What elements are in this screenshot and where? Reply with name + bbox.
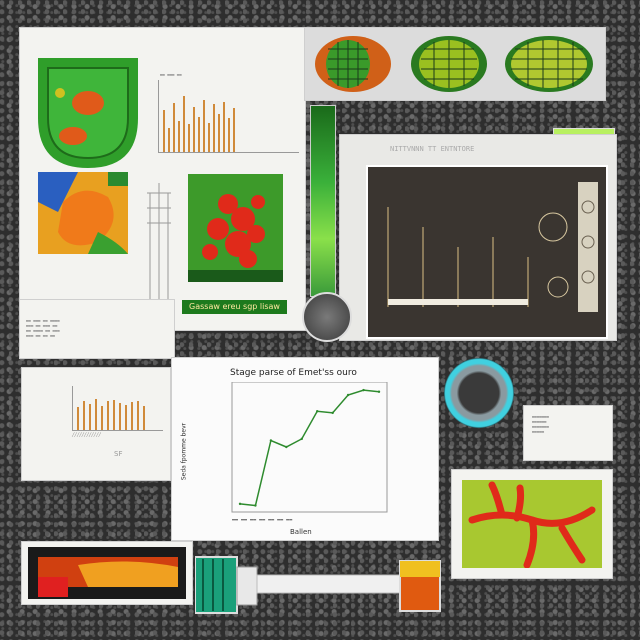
bottom-heatmap-image: [28, 547, 186, 599]
small-text-panel: ▬▬ ▬▬▬ ▬▬ ▬▬▬▬ ▬▬▬ ▬▬ ▬▬▬ ▬▬ ▬▬ ▬▬▬▬ ▬▬ ▬▬…: [20, 300, 174, 358]
bar-5: [188, 124, 190, 152]
bar-4: [183, 96, 185, 152]
bar-8: [203, 99, 205, 152]
bar-6: [193, 106, 195, 152]
tree-diagram: [147, 183, 171, 303]
bar-11: [218, 113, 220, 152]
series-line: [239, 389, 380, 507]
dark-chart-frame: [366, 165, 608, 339]
cell-grid-image-2: [411, 36, 487, 92]
series-point-2: [269, 439, 273, 442]
cell-grid-image-3: [505, 36, 593, 92]
red-branch-image: [462, 480, 602, 568]
series-point-4: [300, 437, 303, 441]
bar-9: [131, 402, 133, 430]
dark-panel-header: NITTVNNN TT ENTNTORE: [390, 145, 475, 153]
small-bar-chart-panel: ╱╱╱╱╱╱╱╱╱╱╱╱ SF: [22, 368, 170, 480]
bar-5: [107, 401, 109, 430]
green-caption-label: Gassaw ereu sgp lisaw: [182, 300, 287, 314]
grey-circle-marker: [302, 292, 352, 342]
bar-0: [163, 110, 165, 152]
main-chart-ylabel: Seda fpomme bevr: [180, 422, 188, 481]
bar-1: [83, 400, 85, 430]
top-left-collage-panel: ▬▬ ▬▬▬ ▬▬ Gassaw ereu sgp lisaw: [20, 28, 305, 330]
main-chart-tick-row: ▬▬ ▬▬ ▬▬ ▬▬ ▬▬ ▬▬ ▬▬: [232, 517, 293, 523]
dark-chart-graphic: [387, 182, 598, 312]
bar-8: [125, 404, 127, 430]
bottom-pipe-assembly: [195, 556, 441, 614]
green-shield-image: [38, 58, 138, 168]
series-point-8: [362, 388, 365, 392]
bar-9: [208, 122, 210, 152]
bar-11: [143, 405, 145, 430]
series-point-3: [285, 445, 288, 449]
small-bar-chart: [77, 388, 145, 430]
bar-1: [168, 127, 170, 152]
main-chart-xlabel: Ballen: [290, 528, 312, 536]
series-point-5: [316, 410, 319, 413]
green-vertical-strip: [310, 105, 336, 297]
red-branch-panel: [452, 470, 612, 578]
small-chart-xlabel: SF: [114, 450, 123, 458]
series-point-6: [331, 411, 334, 415]
bar-14: [233, 107, 235, 152]
small-text-block: ▬▬ ▬▬▬ ▬▬ ▬▬▬▬ ▬▬▬ ▬▬ ▬▬▬ ▬▬ ▬▬ ▬▬▬▬ ▬▬ ▬▬…: [26, 318, 60, 338]
main-line-chart-panel: Stage parse of Emet'ss ouro Seda fpomme …: [172, 358, 438, 540]
bar-3: [95, 398, 97, 430]
small-note-panel: ▬▬▬▬▬▬▬ ▬▬▬▬▬▬ ▬▬▬▬▬▬▬ ▬▬▬▬▬: [524, 406, 612, 460]
series-point-7: [346, 393, 350, 397]
series-point-0: [238, 502, 242, 506]
bar-4: [101, 405, 103, 430]
bar-0: [77, 406, 79, 430]
series-point-1: [254, 504, 257, 507]
bar-3: [178, 120, 180, 152]
top-bar-chart-area: [158, 80, 299, 153]
dark-chart-panel: NITTVNNN TT ENTNTORE: [340, 135, 616, 340]
bar-10: [213, 104, 215, 152]
bar-7: [198, 117, 200, 152]
orange-heatmap-image: [38, 172, 128, 254]
teal-ring-marker: [444, 358, 514, 428]
top-bar-chart: [163, 82, 235, 152]
bar-10: [137, 400, 139, 430]
main-line-chart: [231, 382, 388, 513]
red-branch-green-image: [188, 174, 283, 282]
top-chart-header: ▬▬ ▬▬▬ ▬▬: [160, 72, 182, 77]
bar-6: [113, 399, 115, 430]
series-point-9: [377, 390, 381, 393]
bar-12: [223, 101, 225, 152]
bar-2: [173, 103, 175, 152]
note-lines: ▬▬▬▬▬▬▬ ▬▬▬▬▬▬ ▬▬▬▬▬▬▬ ▬▬▬▬▬: [532, 414, 549, 434]
bar-7: [119, 403, 121, 430]
small-chart-axis-labels: ╱╱╱╱╱╱╱╱╱╱╱╱: [72, 432, 101, 437]
top-right-image-strip: [305, 28, 605, 100]
small-bar-chart-area: [72, 386, 163, 431]
bar-13: [228, 118, 230, 152]
bottom-left-heatmap-panel: [22, 542, 192, 604]
bar-2: [89, 403, 91, 430]
main-chart-title: Stage parse of Emet'ss ouro: [230, 368, 357, 378]
cell-grid-image-1: [315, 36, 391, 92]
